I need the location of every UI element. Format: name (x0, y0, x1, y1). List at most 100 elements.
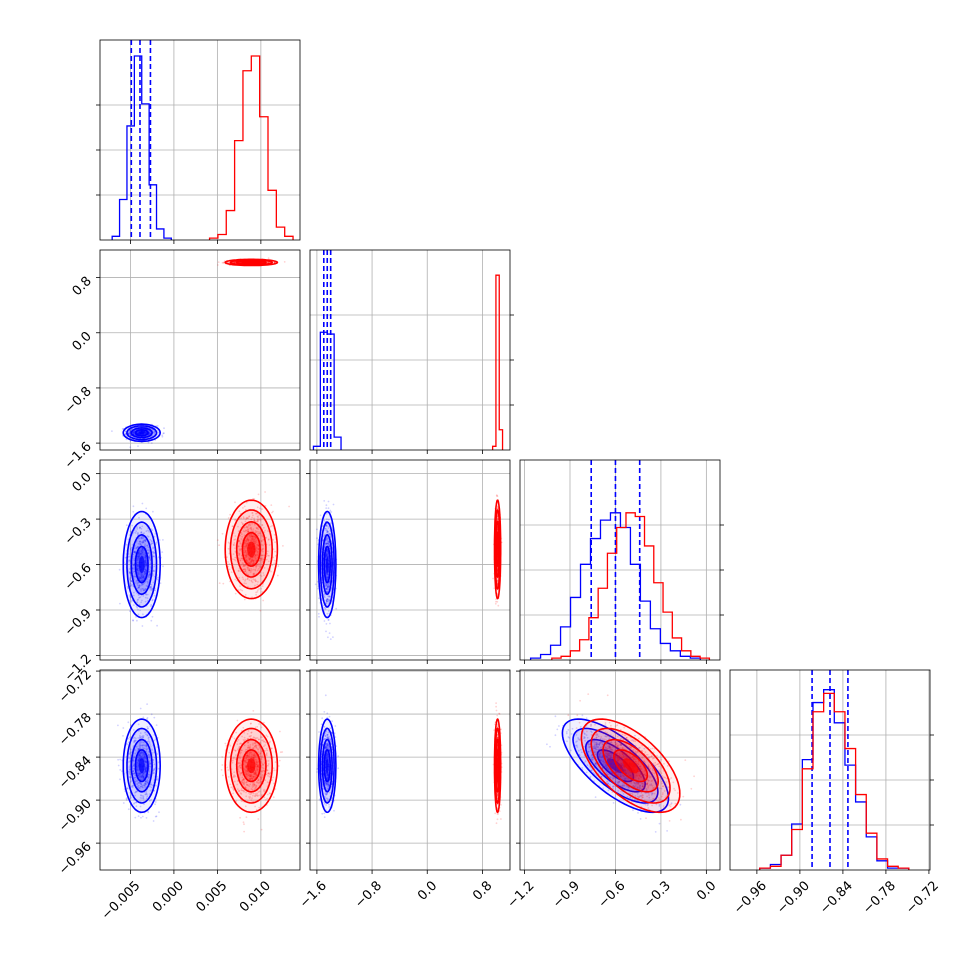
scatter-point (144, 568, 147, 571)
scatter-point (227, 541, 230, 544)
scatter-point (142, 553, 145, 556)
scatter-point (238, 540, 241, 543)
scatter-point (137, 567, 140, 570)
scatter-point (138, 576, 141, 578)
scatter-point (128, 572, 131, 575)
scatter-point (127, 587, 129, 590)
scatter-point (136, 555, 139, 558)
scatter-point (119, 758, 121, 761)
scatter-point (144, 555, 147, 558)
scatter-point (492, 577, 494, 580)
scatter-point (254, 530, 257, 532)
scatter-point (257, 545, 260, 547)
scatter-point (140, 532, 143, 534)
scatter-point (142, 541, 144, 543)
scatter-point (142, 548, 144, 551)
scatter-point (136, 582, 139, 585)
scatter-point (137, 545, 139, 548)
scatter-point (137, 445, 139, 447)
scatter-point (244, 551, 247, 554)
scatter-point (240, 564, 242, 566)
scatter-point (247, 562, 250, 565)
scatter-point (133, 559, 136, 562)
scatter-point (130, 600, 133, 603)
scatter-point (138, 571, 141, 573)
scatter-point (239, 542, 242, 545)
scatter-point (132, 604, 135, 606)
scatter-point (248, 569, 251, 572)
scatter-point (145, 562, 148, 564)
scatter-point (256, 520, 259, 522)
scatter-point (141, 542, 144, 544)
scatter-point (138, 584, 141, 587)
scatter-point (127, 432, 130, 435)
scatter-point (144, 559, 147, 562)
scatter-point (326, 531, 328, 534)
scatter-point (144, 572, 147, 575)
scatter-point (327, 595, 330, 598)
scatter-point (255, 539, 258, 542)
scatter-point (257, 516, 259, 518)
scatter-point (326, 542, 329, 545)
scatter-point (325, 542, 328, 545)
scatter-point (325, 537, 328, 540)
scatter-point (267, 539, 270, 541)
scatter-point (136, 619, 138, 622)
scatter-point (145, 431, 148, 434)
scatter-point (252, 538, 254, 541)
scatter-point (133, 564, 135, 567)
scatter-point (255, 546, 258, 549)
scatter-point (256, 518, 259, 521)
scatter-point (141, 502, 144, 505)
scatter-point (130, 580, 133, 583)
scatter-point (328, 543, 330, 545)
scatter-point (132, 432, 135, 434)
scatter-point (325, 554, 328, 556)
scatter-point (237, 570, 240, 572)
scatter-point (245, 508, 247, 511)
scatter-point (250, 534, 252, 537)
scatter-point (153, 535, 156, 538)
scatter-point (243, 549, 245, 552)
scatter-point (249, 562, 251, 564)
scatter-point (248, 558, 251, 561)
scatter-point (161, 435, 164, 438)
scatter-point (329, 532, 332, 535)
scatter-point (243, 545, 245, 548)
scatter-point (138, 537, 140, 539)
scatter-point (244, 570, 247, 573)
scatter-point (252, 578, 255, 581)
scatter-point (138, 557, 140, 559)
scatter-point (148, 555, 150, 558)
scatter-point (248, 561, 251, 564)
scatter-point (136, 599, 139, 601)
scatter-point (257, 493, 260, 496)
scatter-point (153, 716, 156, 719)
density-contour (138, 431, 145, 435)
scatter-point (322, 539, 324, 542)
scatter-point (325, 630, 327, 633)
scatter-point (233, 261, 236, 264)
scatter-point (243, 526, 246, 529)
scatter-point (255, 547, 258, 550)
scatter-point (144, 559, 146, 562)
grid (310, 250, 510, 450)
scatter-point (260, 557, 262, 560)
scatter-point (259, 518, 262, 521)
scatter-point (155, 543, 157, 545)
scatter-point (250, 533, 253, 535)
scatter-point (243, 554, 246, 557)
scatter-point (247, 539, 250, 541)
scatter-point (139, 540, 142, 543)
scatter-point (249, 524, 252, 527)
scatter-point (243, 505, 246, 508)
scatter-point (132, 431, 135, 434)
scatter-point (249, 536, 252, 538)
scatter-point (144, 556, 147, 559)
y-tick-label: −0.8 (62, 384, 95, 417)
scatter-point (242, 507, 244, 509)
scatter-point (128, 430, 131, 433)
scatter-point (153, 555, 156, 558)
scatter-point (216, 264, 219, 266)
scatter-point (494, 602, 497, 605)
